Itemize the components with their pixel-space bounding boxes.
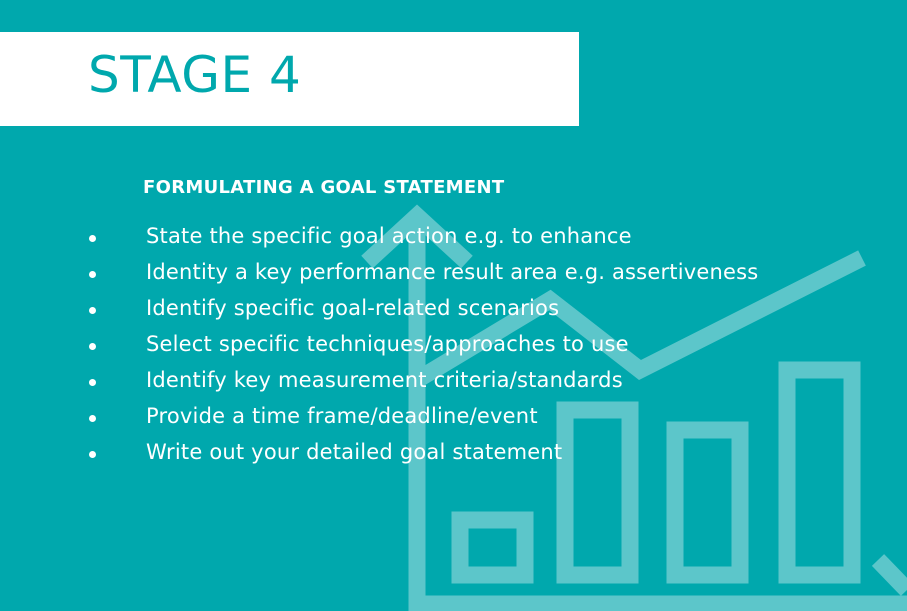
title-box — [0, 32, 579, 126]
list-item-text: Provide a time frame/deadline/event — [146, 404, 538, 428]
list-item-text: Write out your detailed goal statement — [146, 440, 563, 464]
bullet-icon — [89, 343, 96, 350]
chart-graphic-strokes — [361, 204, 907, 611]
bullet-icon — [89, 271, 96, 278]
chart-bar-4 — [778, 361, 861, 584]
chart-bar-2 — [556, 401, 639, 584]
chart-bar-1 — [451, 511, 534, 584]
list-item-text: State the specific goal action e.g. to e… — [146, 224, 632, 248]
section-subtitle: FORMULATING A GOAL STATEMENT — [143, 177, 505, 198]
list-item-text: Identity a key performance result area e… — [146, 260, 759, 284]
bullet-icon — [89, 415, 96, 422]
list-item-text: Identify specific goal-related scenarios — [146, 296, 560, 320]
bullet-icon — [89, 235, 96, 242]
page-title: STAGE 4 — [88, 46, 302, 104]
axis-arrow-tip — [871, 554, 907, 596]
bullet-icon — [89, 379, 96, 386]
bullet-icon — [89, 451, 96, 458]
chart-axes — [408, 216, 907, 611]
list-item-text: Select specific techniques/approaches to… — [146, 332, 629, 356]
trend-line — [412, 250, 866, 388]
bullet-icon — [89, 307, 96, 314]
chart-bar-3 — [666, 421, 749, 584]
list-item-text: Identify key measurement criteria/standa… — [146, 368, 623, 392]
